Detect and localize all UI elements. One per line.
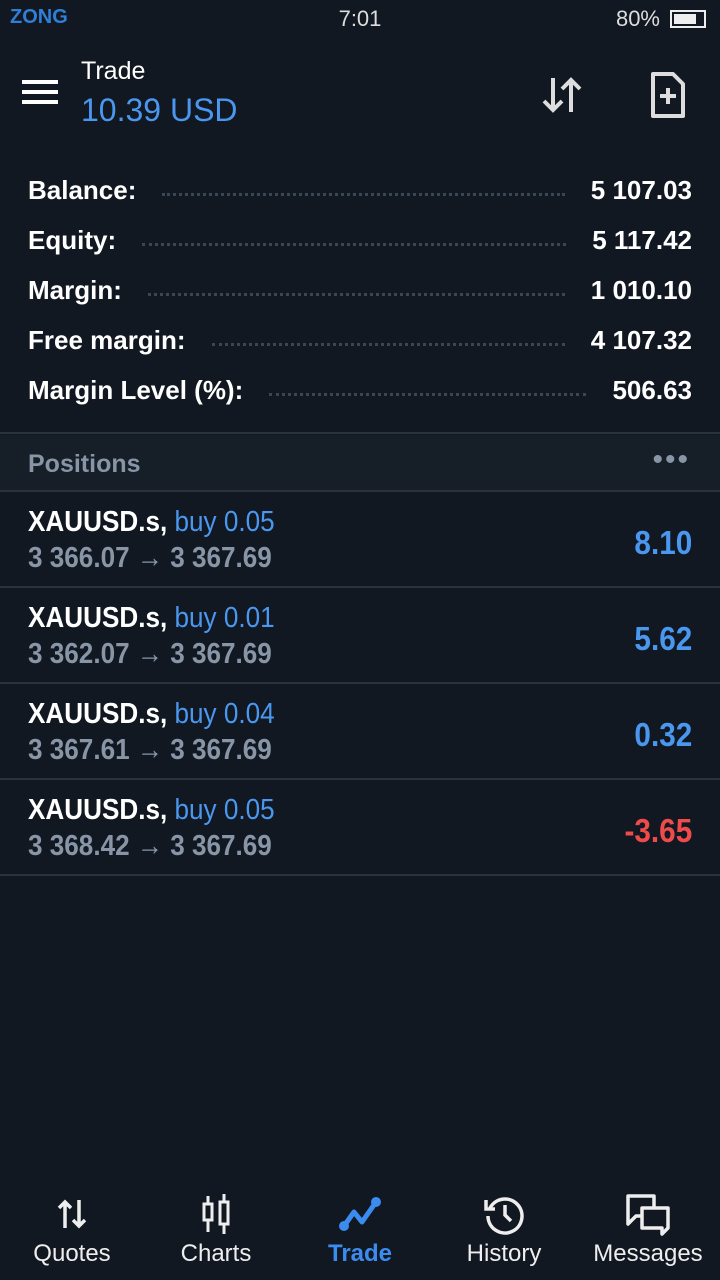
summary-label: Equity: bbox=[28, 224, 117, 255]
position-prices: 3 362.07 → 3 367.69 bbox=[28, 638, 272, 670]
position-symbol: XAUUSD.s, bbox=[28, 602, 168, 634]
nav-label: Charts bbox=[180, 1240, 252, 1267]
summary-row: Equity: 5 117.42 bbox=[28, 215, 692, 265]
sort-icon[interactable] bbox=[538, 70, 588, 120]
position-prices: 3 368.42 → 3 367.69 bbox=[28, 830, 272, 862]
position-row[interactable]: XAUUSD.s, buy 0.05 3 366.07 → 3 367.69 8.1… bbox=[0, 492, 720, 588]
position-side: buy 0.05 bbox=[174, 794, 275, 826]
history-icon bbox=[484, 1197, 524, 1235]
summary-row: Margin Level (%): 506.63 bbox=[28, 365, 692, 415]
summary-row: Margin: 1 010.10 bbox=[28, 265, 692, 315]
nav-label: Quotes bbox=[33, 1240, 111, 1267]
more-icon[interactable]: ••• bbox=[652, 443, 690, 476]
profit-total: 10.39 USD bbox=[81, 92, 238, 128]
dot-leader bbox=[162, 192, 565, 196]
position-side: buy 0.05 bbox=[174, 506, 275, 538]
positions-title: Positions bbox=[28, 450, 141, 478]
position-row[interactable]: XAUUSD.s, buy 0.01 3 362.07 → 3 367.69 5.6… bbox=[0, 588, 720, 684]
positions-header: Positions ••• bbox=[0, 435, 720, 491]
position-side: buy 0.04 bbox=[174, 698, 275, 730]
carrier: ZONG bbox=[10, 6, 68, 28]
summary-value: 5 117.42 bbox=[592, 224, 692, 255]
dot-leader bbox=[269, 392, 587, 396]
trade-icon bbox=[339, 1197, 381, 1231]
summary-label: Free margin: bbox=[28, 324, 186, 355]
battery-percent: 80% bbox=[615, 6, 660, 31]
clock: 7:01 bbox=[338, 6, 382, 31]
messages-icon bbox=[626, 1194, 670, 1236]
quotes-icon bbox=[57, 1199, 87, 1229]
divider bbox=[0, 490, 720, 492]
position-symbol: XAUUSD.s, bbox=[28, 506, 168, 538]
nav-quotes[interactable]: Quotes bbox=[0, 1180, 144, 1280]
menu-icon[interactable] bbox=[22, 80, 58, 104]
nav-label: Messages bbox=[593, 1240, 703, 1267]
position-profit: 0.32 bbox=[634, 716, 692, 753]
nav-history[interactable]: History bbox=[432, 1180, 576, 1280]
nav-charts[interactable]: Charts bbox=[144, 1180, 288, 1280]
nav-trade[interactable]: Trade bbox=[288, 1180, 432, 1280]
summary-value: 4 107.32 bbox=[590, 324, 692, 355]
dot-leader bbox=[211, 342, 565, 346]
bottom-nav: Quotes Charts Trade History Messages bbox=[0, 1180, 720, 1280]
summary-value: 506.63 bbox=[612, 374, 692, 405]
app-header: Trade 10.39 USD bbox=[0, 50, 720, 140]
position-symbol: XAUUSD.s, bbox=[28, 698, 168, 730]
status-bar: ZONG 7:01 80% bbox=[0, 0, 720, 38]
position-symbol: XAUUSD.s, bbox=[28, 794, 168, 826]
account-summary: Balance: 5 107.03 Equity: 5 117.42 Margin: 1 … bbox=[28, 165, 692, 415]
position-row[interactable]: XAUUSD.s, buy 0.05 3 368.42 → 3 367.69 -3.… bbox=[0, 780, 720, 876]
page-title: Trade bbox=[81, 57, 146, 85]
position-profit: 5.62 bbox=[634, 620, 692, 657]
position-prices: 3 367.61 → 3 367.69 bbox=[28, 734, 272, 766]
position-row[interactable]: XAUUSD.s, buy 0.04 3 367.61 → 3 367.69 0.3… bbox=[0, 684, 720, 780]
dot-leader bbox=[147, 292, 565, 296]
battery-icon bbox=[670, 10, 706, 28]
summary-value: 5 107.03 bbox=[590, 174, 692, 205]
summary-value: 1 010.10 bbox=[590, 274, 692, 305]
summary-label: Margin: bbox=[28, 274, 122, 305]
position-profit: -3.65 bbox=[624, 812, 692, 849]
nav-label: Trade bbox=[327, 1240, 393, 1267]
nav-label: History bbox=[466, 1240, 542, 1267]
divider bbox=[0, 432, 720, 434]
dot-leader bbox=[142, 242, 567, 246]
summary-row: Balance: 5 107.03 bbox=[28, 165, 692, 215]
position-side: buy 0.01 bbox=[174, 602, 275, 634]
summary-label: Margin Level (%): bbox=[28, 374, 244, 405]
nav-messages[interactable]: Messages bbox=[576, 1180, 720, 1280]
new-order-icon[interactable] bbox=[643, 70, 693, 120]
summary-row: Free margin: 4 107.32 bbox=[28, 315, 692, 365]
position-profit: 8.10 bbox=[634, 524, 692, 561]
position-prices: 3 366.07 → 3 367.69 bbox=[28, 542, 272, 574]
charts-icon bbox=[202, 1194, 230, 1234]
summary-label: Balance: bbox=[28, 174, 137, 205]
